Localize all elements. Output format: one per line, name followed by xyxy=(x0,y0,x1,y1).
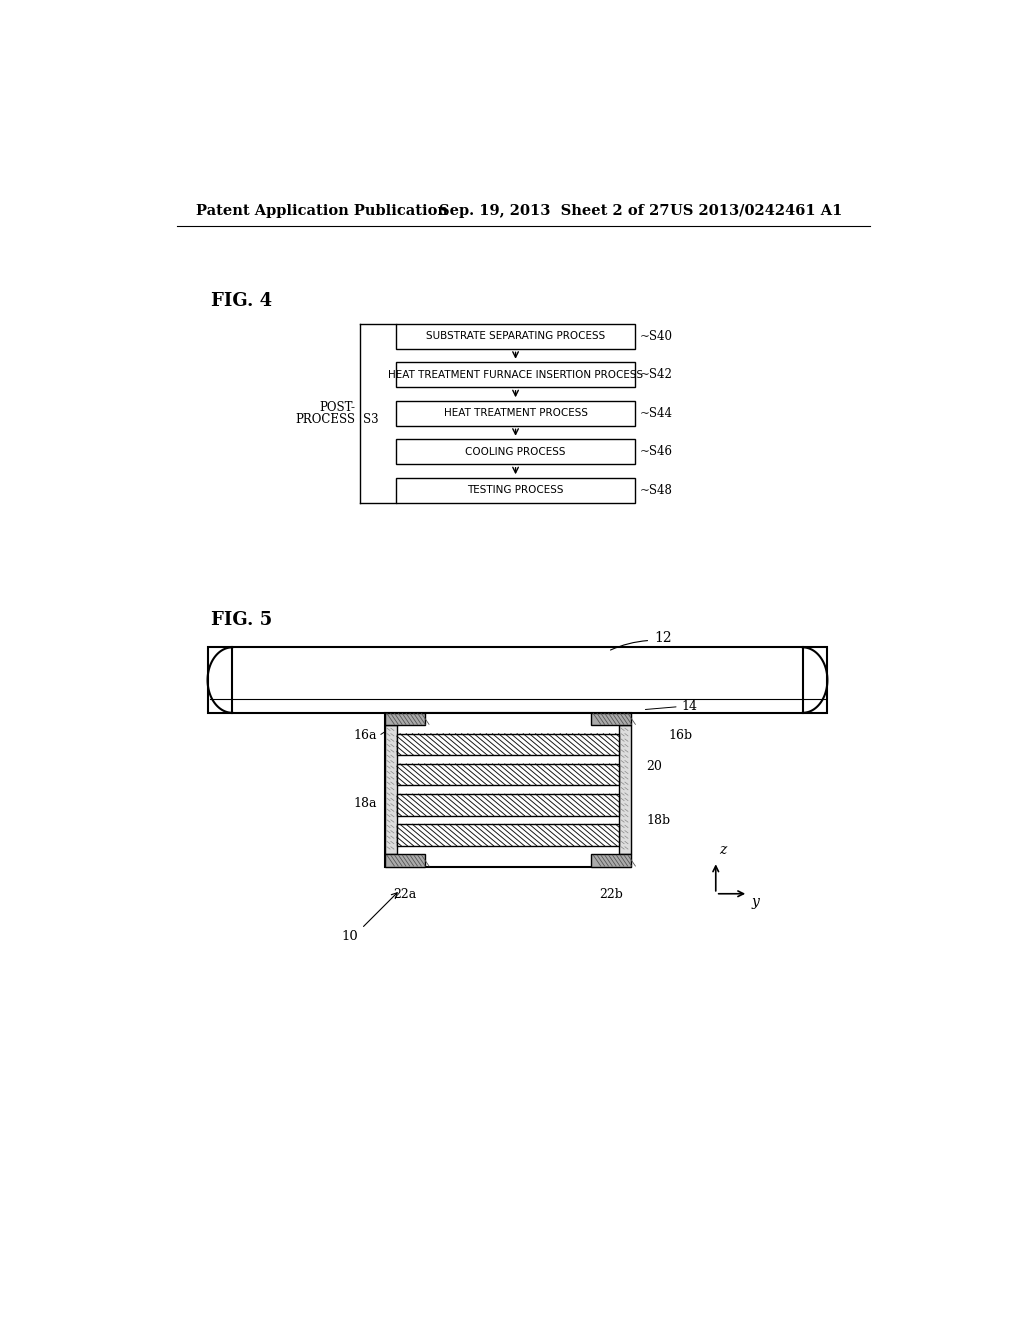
Text: ~S42: ~S42 xyxy=(640,368,673,381)
Text: Patent Application Publication: Patent Application Publication xyxy=(196,203,449,218)
Bar xyxy=(591,713,631,725)
Text: FIG. 5: FIG. 5 xyxy=(211,611,272,630)
Text: FIG. 4: FIG. 4 xyxy=(211,292,272,310)
Text: 16b: 16b xyxy=(668,730,692,742)
Text: COOLING PROCESS: COOLING PROCESS xyxy=(465,446,566,457)
Bar xyxy=(385,713,425,725)
Bar xyxy=(396,323,635,348)
Text: 18a: 18a xyxy=(353,797,377,810)
Bar xyxy=(396,478,635,503)
Bar xyxy=(618,725,631,854)
Text: POST-: POST- xyxy=(319,400,355,413)
Text: ~S40: ~S40 xyxy=(640,330,673,343)
Text: ~S46: ~S46 xyxy=(640,445,673,458)
Bar xyxy=(385,713,631,867)
Text: TESTING PROCESS: TESTING PROCESS xyxy=(467,486,564,495)
Bar xyxy=(396,363,635,387)
Text: ~S48: ~S48 xyxy=(640,483,673,496)
Text: SUBSTRATE SEPARATING PROCESS: SUBSTRATE SEPARATING PROCESS xyxy=(426,331,605,342)
Text: 10: 10 xyxy=(342,929,358,942)
Text: z: z xyxy=(719,842,726,857)
Bar xyxy=(385,854,425,867)
Bar xyxy=(397,824,618,846)
Text: y: y xyxy=(752,895,759,909)
Text: 18b: 18b xyxy=(646,814,671,828)
Text: US 2013/0242461 A1: US 2013/0242461 A1 xyxy=(670,203,842,218)
Bar xyxy=(385,725,397,854)
Bar xyxy=(591,854,631,867)
Bar xyxy=(397,734,618,755)
Text: HEAT TREATMENT FURNACE INSERTION PROCESS: HEAT TREATMENT FURNACE INSERTION PROCESS xyxy=(388,370,643,380)
Text: 22b: 22b xyxy=(599,888,623,902)
Bar xyxy=(396,440,635,465)
Text: 14: 14 xyxy=(681,700,697,713)
Text: 22a: 22a xyxy=(393,888,417,902)
Text: PROCESS: PROCESS xyxy=(295,413,355,426)
Bar xyxy=(397,795,618,816)
Bar xyxy=(397,764,618,785)
Text: 20: 20 xyxy=(646,760,663,774)
Text: Sep. 19, 2013  Sheet 2 of 27: Sep. 19, 2013 Sheet 2 of 27 xyxy=(438,203,669,218)
Text: S3: S3 xyxy=(364,413,379,426)
Text: 16a: 16a xyxy=(353,730,377,742)
Bar xyxy=(396,401,635,425)
Text: HEAT TREATMENT PROCESS: HEAT TREATMENT PROCESS xyxy=(443,408,588,418)
Bar xyxy=(208,647,827,713)
Text: 12: 12 xyxy=(654,631,672,645)
Text: ~S44: ~S44 xyxy=(640,407,673,420)
